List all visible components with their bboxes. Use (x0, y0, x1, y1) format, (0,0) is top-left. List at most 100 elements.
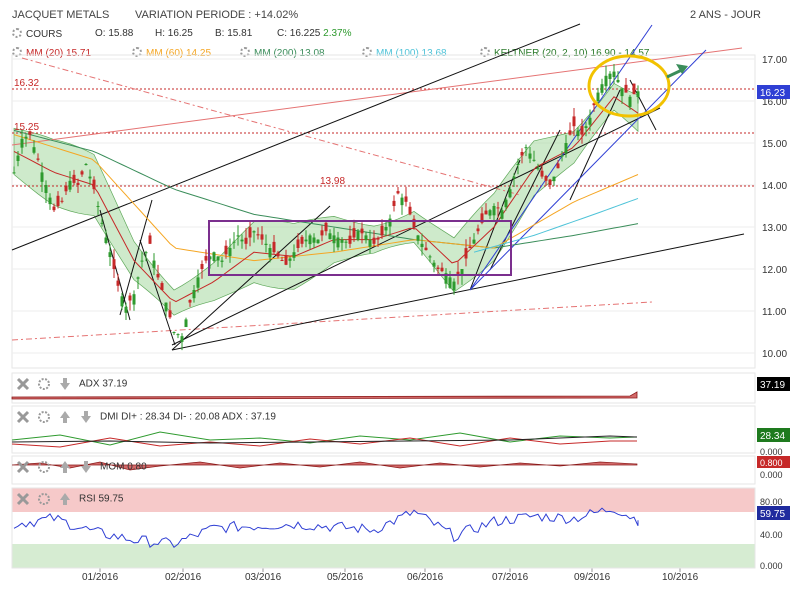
candle-body (384, 227, 388, 231)
candle-body (148, 235, 152, 244)
mom-label: MOM 0.80 (100, 461, 147, 473)
gear-icon[interactable] (480, 47, 490, 57)
candle-body (524, 147, 528, 149)
candle-body (468, 246, 472, 248)
close-pct: 2.37% (323, 28, 352, 39)
candle-body (412, 218, 416, 227)
last-price-value: 16.23 (760, 88, 785, 99)
candle-body (88, 176, 92, 179)
candle-body (124, 306, 128, 313)
candle-body (20, 138, 24, 148)
arrow-up-icon[interactable] (58, 492, 72, 506)
legend-mm100[interactable]: MM (100) 13.68 (362, 47, 447, 59)
trendline-black-upper (11, 23, 581, 251)
candle-body (624, 84, 628, 93)
keltner-label: KELTNER (20, 2, 10) 16.90 - 14.57 (494, 48, 650, 59)
candle-body (444, 273, 448, 284)
channel-lower (469, 49, 707, 291)
dmi-zero-label: 0.000 (760, 447, 783, 457)
close-value: C: 16.225 (277, 28, 321, 39)
candle-body (188, 299, 192, 303)
close-icon[interactable] (16, 410, 30, 424)
candle-body (172, 332, 176, 333)
candle-body (60, 200, 64, 202)
candle-body (104, 237, 108, 244)
candle-body (140, 260, 144, 262)
candle-body (76, 182, 80, 185)
legend-mm200[interactable]: MM (200) 13.08 (240, 47, 325, 59)
candle-body (200, 263, 204, 269)
legend-mm20[interactable]: MM (20) 15.71 (12, 47, 91, 59)
gear-icon[interactable] (132, 47, 142, 57)
legend-cours[interactable]: COURS (12, 28, 62, 40)
arrow-up-icon[interactable] (58, 460, 72, 474)
period-selector[interactable]: 2 ANS - JOUR (690, 9, 761, 21)
candle-body (156, 274, 160, 278)
candle-body (268, 248, 272, 258)
candle-body (540, 170, 544, 177)
x-tick-label: 01/2016 (82, 572, 119, 583)
dmi-badge-value: 28.34 (760, 431, 785, 442)
trendline-black-3 (171, 205, 331, 351)
dmi-label: DMI DI+ : 28.34 DI- : 20.08 ADX : 37.19 (100, 411, 276, 423)
arrow-down-icon[interactable] (79, 460, 93, 474)
candle-body (348, 235, 352, 244)
candle-body (24, 136, 28, 139)
gear-icon[interactable] (37, 410, 51, 424)
arrow-down-icon[interactable] (79, 410, 93, 424)
close-icon[interactable] (16, 492, 30, 506)
candle-body (604, 75, 608, 87)
candle-body (432, 262, 436, 267)
candle-body (340, 239, 344, 243)
candle-body (396, 191, 400, 194)
gear-icon[interactable] (362, 47, 372, 57)
candle-body (520, 151, 524, 156)
candle-body (236, 235, 240, 237)
y-tick-label: 13.00 (762, 223, 787, 234)
gear-icon[interactable] (37, 377, 51, 391)
candle-body (280, 260, 284, 262)
rsi-oversold-zone (12, 544, 755, 568)
mm20-label: MM (20) 15.71 (26, 48, 92, 59)
candle-body (308, 235, 312, 245)
arrow-down-icon[interactable] (58, 377, 72, 391)
gear-icon[interactable] (12, 47, 22, 57)
candle-body (496, 207, 500, 209)
candle-body (632, 83, 636, 95)
candle-body (292, 252, 296, 258)
close-icon[interactable] (16, 377, 30, 391)
adx-controls: ADX 37.19 (16, 377, 127, 391)
candle-body (136, 277, 140, 279)
gear-icon[interactable] (37, 492, 51, 506)
candle-body (532, 159, 536, 161)
gear-icon[interactable] (12, 28, 22, 38)
candle-body (256, 234, 260, 236)
dmi-adx-line (11, 435, 638, 444)
legend-keltner[interactable]: KELTNER (20, 2, 10) 16.90 - 14.57 (480, 47, 649, 59)
candle-body (64, 185, 68, 192)
candle-body (316, 239, 320, 244)
candle-body (164, 302, 168, 312)
candle-body (44, 185, 48, 193)
candle-body (484, 210, 488, 215)
close-icon[interactable] (16, 460, 30, 474)
candle-body (576, 130, 580, 137)
gear-icon[interactable] (240, 47, 250, 57)
candle-body (404, 196, 408, 202)
candle-body (560, 155, 564, 157)
candle-body (128, 295, 132, 301)
candle-body (232, 241, 236, 243)
arrow-up-icon[interactable] (58, 410, 72, 424)
candle-body (144, 252, 148, 254)
gear-icon[interactable] (37, 460, 51, 474)
legend-mm60[interactable]: MM (60) 14.25 (132, 47, 211, 59)
y-tick-label: 10.00 (762, 349, 787, 360)
mm60-label: MM (60) 14.25 (146, 48, 212, 59)
rsi-controls: RSI 59.75 (16, 492, 123, 506)
instrument-name: JACQUET METALS (12, 9, 110, 21)
period-variation: VARIATION PERIODE : +14.02% (135, 9, 299, 21)
candle-body (80, 171, 84, 175)
candle-body (356, 231, 360, 240)
candle-body (132, 294, 136, 305)
